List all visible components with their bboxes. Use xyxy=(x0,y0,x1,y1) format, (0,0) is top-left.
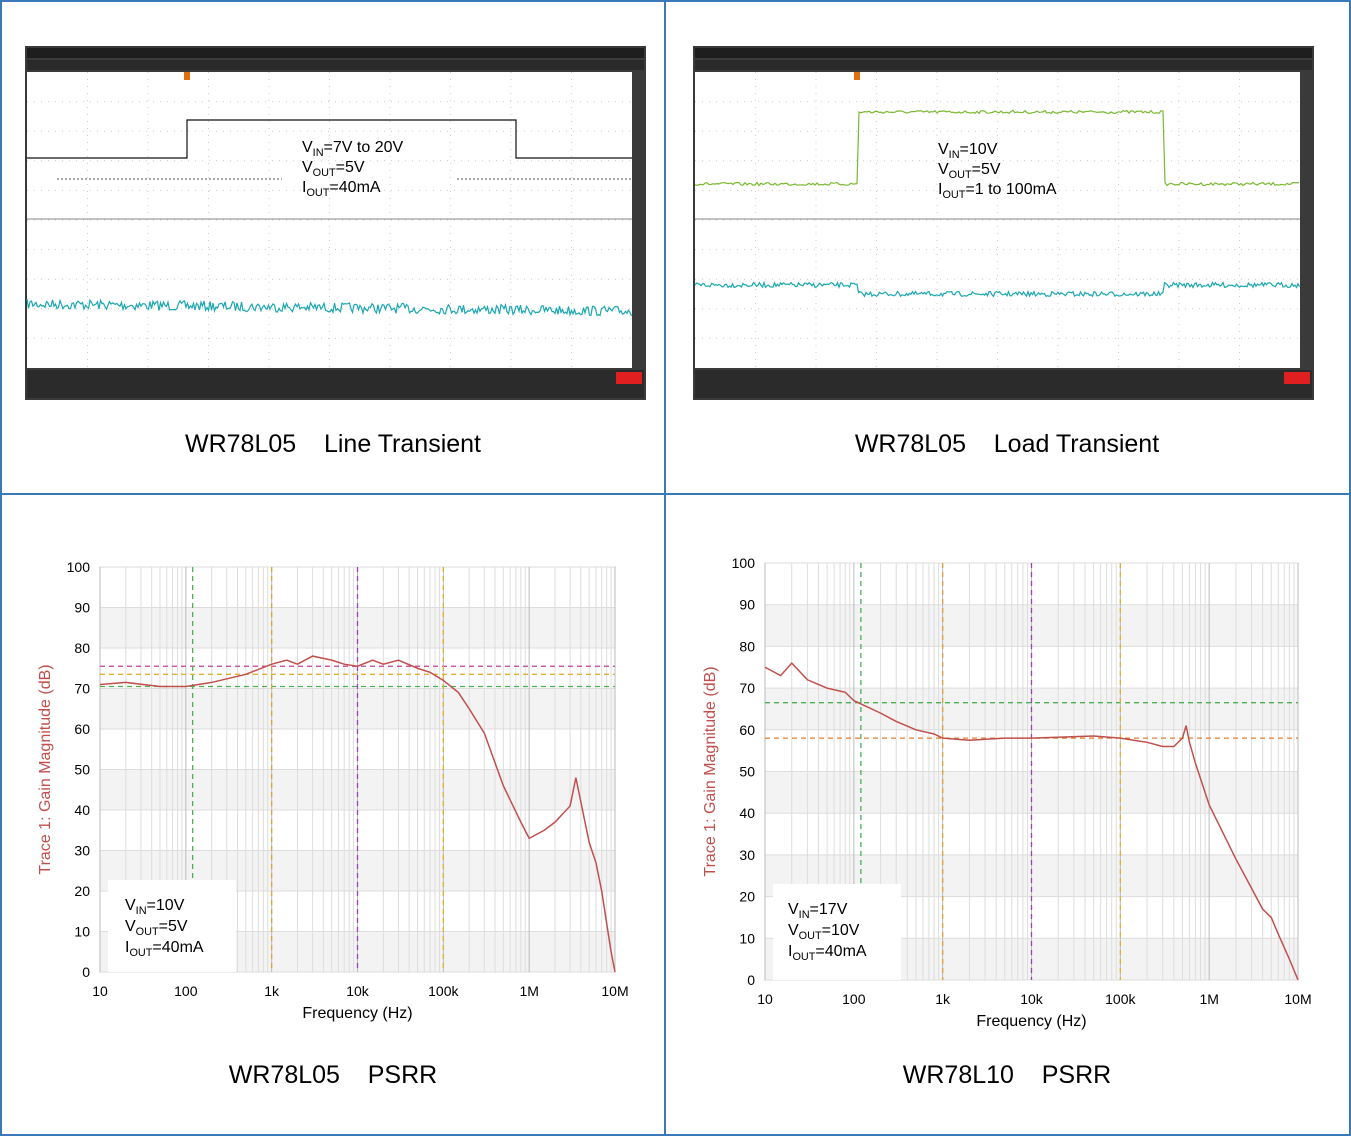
y-tick-label: 70 xyxy=(74,681,90,697)
x-tick-label: 10M xyxy=(1284,991,1311,1007)
scope-status xyxy=(27,370,644,398)
scope-tab xyxy=(27,60,644,70)
scope-tab xyxy=(695,60,1312,70)
x-tick-label: 10k xyxy=(346,983,370,999)
x-tick-label: 100k xyxy=(428,983,459,999)
y-tick-label: 20 xyxy=(739,889,755,905)
y-tick-label: 80 xyxy=(739,638,755,654)
page: VIN=7V to 20VVOUT=5VIOUT=40mAVIN=10VVOUT… xyxy=(0,0,1351,1141)
annotation-rest: =7V to 20V xyxy=(324,139,404,156)
annotation-rest: =10V xyxy=(960,141,998,158)
x-tick-label: 1M xyxy=(1199,991,1218,1007)
x-tick-label: 100 xyxy=(842,991,866,1007)
x-tick-label: 1M xyxy=(519,983,538,999)
annotation-main: V xyxy=(125,897,136,914)
annotation-main: V xyxy=(938,161,949,178)
y-tick-label: 30 xyxy=(74,843,90,859)
annotation-rest: =40mA xyxy=(329,179,380,196)
x-axis-label: Frequency (Hz) xyxy=(302,1005,412,1022)
y-tick-label: 0 xyxy=(82,964,90,980)
x-tick-label: 10k xyxy=(1020,991,1044,1007)
y-tick-label: 40 xyxy=(74,802,90,818)
annotation-main: V xyxy=(788,922,799,939)
y-tick-label: 70 xyxy=(739,680,755,696)
scope-trigger xyxy=(854,72,860,80)
y-tick-label: 90 xyxy=(739,597,755,613)
y-tick-label: 0 xyxy=(747,972,755,988)
y-tick-label: 90 xyxy=(74,600,90,616)
caption: WR78L05 Load Transient xyxy=(855,430,1159,458)
y-tick-label: 50 xyxy=(739,764,755,780)
annotation-sub: OUT xyxy=(313,167,336,179)
annotation-rest: =5V xyxy=(972,161,1001,178)
scope-status xyxy=(695,370,1312,398)
y-tick-label: 40 xyxy=(739,805,755,821)
caption: WR78L10 PSRR xyxy=(903,1061,1111,1089)
annotation-main: V xyxy=(938,141,949,158)
y-axis-label: Trace 1: Gain Magnitude (dB) xyxy=(37,664,54,874)
annotation-rest: =1 to 100mA xyxy=(965,181,1057,198)
annotation-rest: =5V xyxy=(159,918,188,935)
x-tick-label: 10M xyxy=(601,983,628,999)
y-tick-label: 100 xyxy=(67,559,91,575)
x-tick-label: 10 xyxy=(757,991,773,1007)
scope-stop xyxy=(1284,372,1310,384)
annotation-rest: =5V xyxy=(336,159,365,176)
y-axis-label: Trace 1: Gain Magnitude (dB) xyxy=(702,666,719,876)
annotation-rest: =10V xyxy=(147,897,185,914)
annotation-rest: =40mA xyxy=(152,939,203,956)
x-tick-label: 100 xyxy=(174,983,198,999)
annotation-sub: OUT xyxy=(136,926,159,938)
annotation-rest: =17V xyxy=(810,901,848,918)
annotation-main: V xyxy=(302,139,313,156)
y-tick-label: 50 xyxy=(74,762,90,778)
annotation-main: V xyxy=(788,901,799,918)
annotation-sub: IN xyxy=(136,905,147,917)
y-tick-label: 10 xyxy=(74,924,90,940)
annotation-sub: OUT xyxy=(949,169,972,181)
annotation-sub: OUT xyxy=(792,951,815,963)
caption: WR78L05 Line Transient xyxy=(185,430,481,458)
y-tick-label: 60 xyxy=(739,722,755,738)
scope-trigger xyxy=(184,72,190,80)
y-tick-label: 100 xyxy=(732,555,756,571)
annotation-sub: OUT xyxy=(129,947,152,959)
y-tick-label: 80 xyxy=(74,640,90,656)
caption: WR78L05 PSRR xyxy=(229,1061,437,1089)
annotation-sub: OUT xyxy=(942,189,965,201)
scope-stop xyxy=(616,372,642,384)
x-tick-label: 1k xyxy=(264,983,280,999)
annotation-sub: OUT xyxy=(799,930,822,942)
y-tick-label: 10 xyxy=(739,930,755,946)
x-axis-label: Frequency (Hz) xyxy=(976,1013,1086,1030)
annotation-rest: =10V xyxy=(822,922,860,939)
annotation-sub: IN xyxy=(949,149,960,161)
annotation-main: V xyxy=(302,159,313,176)
annotation-sub: IN xyxy=(313,147,324,159)
document: VIN=7V to 20VVOUT=5VIOUT=40mAVIN=10VVOUT… xyxy=(0,0,1351,1136)
x-tick-label: 100k xyxy=(1105,991,1136,1007)
y-tick-label: 60 xyxy=(74,721,90,737)
y-tick-label: 20 xyxy=(74,883,90,899)
y-tick-label: 30 xyxy=(739,847,755,863)
x-tick-label: 10 xyxy=(92,983,108,999)
annotation-rest: =40mA xyxy=(815,943,866,960)
x-tick-label: 1k xyxy=(935,991,951,1007)
scope-menu xyxy=(695,48,1312,58)
annotation-main: V xyxy=(125,918,136,935)
annotation-sub: IN xyxy=(799,909,810,921)
scope-menu xyxy=(27,48,644,58)
annotation-sub: OUT xyxy=(306,187,329,199)
